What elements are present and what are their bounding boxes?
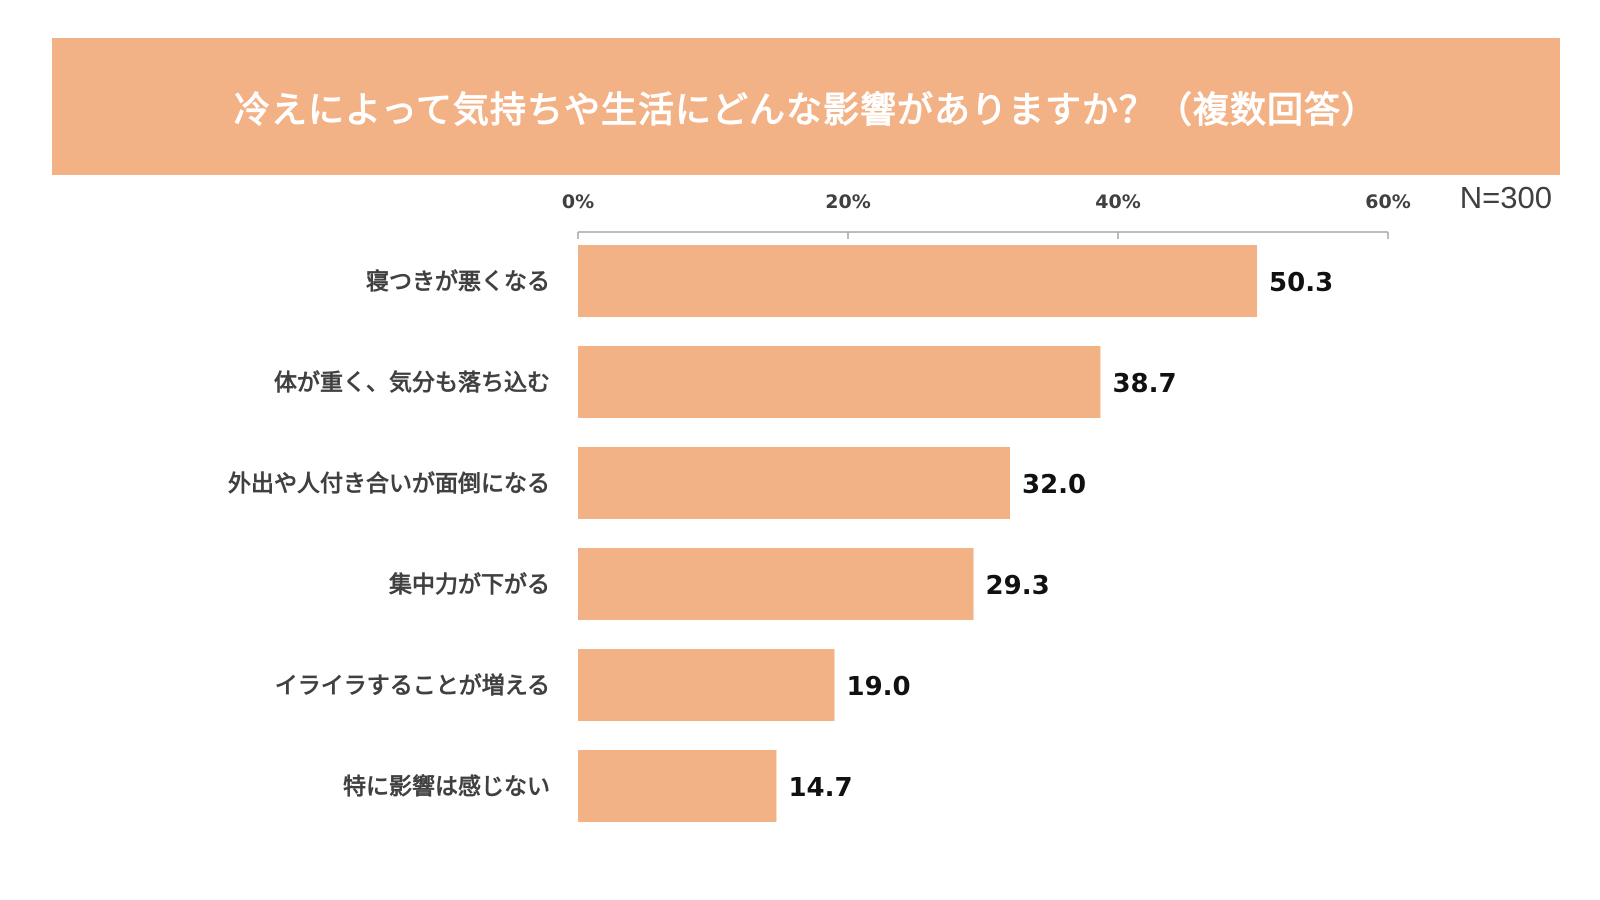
category-label: 体が重く、気分も落ち込む — [274, 369, 550, 396]
x-tick-label: 0% — [562, 191, 594, 213]
bar — [578, 245, 1258, 317]
category-label: 集中力が下がる — [388, 571, 550, 598]
chart-title: 冷えによって気持ちや生活にどんな影響がありますか？（複数回答） — [233, 89, 1379, 131]
value-label: 38.7 — [1112, 369, 1176, 399]
bar — [578, 346, 1101, 418]
category-label: 寝つきが悪くなる — [366, 268, 550, 295]
value-label: 50.3 — [1269, 268, 1333, 298]
bar — [578, 548, 974, 620]
x-tick-label: 60% — [1365, 191, 1410, 213]
sample-size-label: N=300 — [1459, 180, 1552, 215]
value-label: 19.0 — [847, 672, 911, 702]
category-label: 外出や人付き合いが面倒になる — [228, 470, 550, 497]
bar — [578, 649, 835, 721]
category-label: イライラすることが増える — [275, 672, 550, 699]
title-banner: 冷えによって気持ちや生活にどんな影響がありますか？（複数回答） — [52, 38, 1560, 175]
bar — [578, 750, 777, 822]
x-tick-label: 20% — [825, 191, 870, 213]
value-label: 14.7 — [788, 773, 852, 803]
x-tick-label: 40% — [1095, 191, 1140, 213]
category-label: 特に影響は感じない — [343, 773, 550, 800]
value-label: 32.0 — [1022, 470, 1086, 500]
value-label: 29.3 — [986, 571, 1050, 601]
bar — [578, 447, 1010, 519]
